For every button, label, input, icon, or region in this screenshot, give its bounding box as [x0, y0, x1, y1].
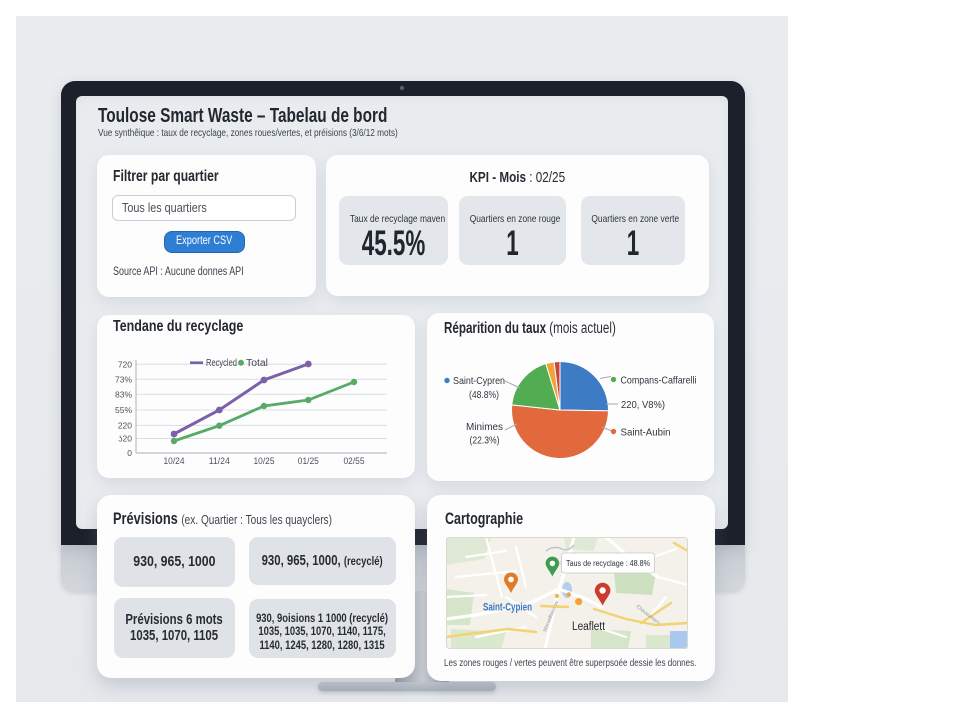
svg-text:Compans-Caffarelli: Compans-Caffarelli — [621, 375, 697, 387]
svg-text:Minimes: Minimes — [466, 421, 503, 433]
svg-text:(22.3%): (22.3%) — [470, 435, 500, 447]
svg-text:0: 0 — [127, 448, 132, 458]
svg-text:10/24: 10/24 — [164, 456, 185, 466]
svg-text:Saint-Aubin: Saint-Aubin — [621, 427, 671, 439]
svg-text:220: 220 — [118, 420, 132, 430]
svg-text:55%: 55% — [115, 405, 132, 415]
svg-text:Total: Total — [246, 358, 268, 369]
svg-text:01/25: 01/25 — [298, 456, 319, 466]
svg-text:11/24: 11/24 — [209, 456, 230, 466]
svg-text:Recycled: Recycled — [206, 358, 237, 369]
svg-text:73%: 73% — [115, 374, 132, 384]
svg-text:Saint-Cypren: Saint-Cypren — [453, 375, 505, 387]
svg-text:83%: 83% — [115, 389, 132, 399]
svg-text:220, V8%): 220, V8%) — [621, 399, 665, 411]
svg-text:Taus de recyclage : 48.8%: Taus de recyclage : 48.8% — [566, 558, 650, 568]
svg-text:Saint-Cypien: Saint-Cypien — [483, 602, 532, 614]
svg-text:02/55: 02/55 — [344, 456, 365, 466]
svg-text:Leaflett: Leaflett — [572, 621, 606, 633]
svg-text:10/25: 10/25 — [254, 456, 275, 466]
svg-text:720: 720 — [118, 359, 132, 369]
svg-text:(48.8%): (48.8%) — [469, 389, 499, 401]
svg-text:ʖ20: ʖ20 — [118, 434, 132, 444]
